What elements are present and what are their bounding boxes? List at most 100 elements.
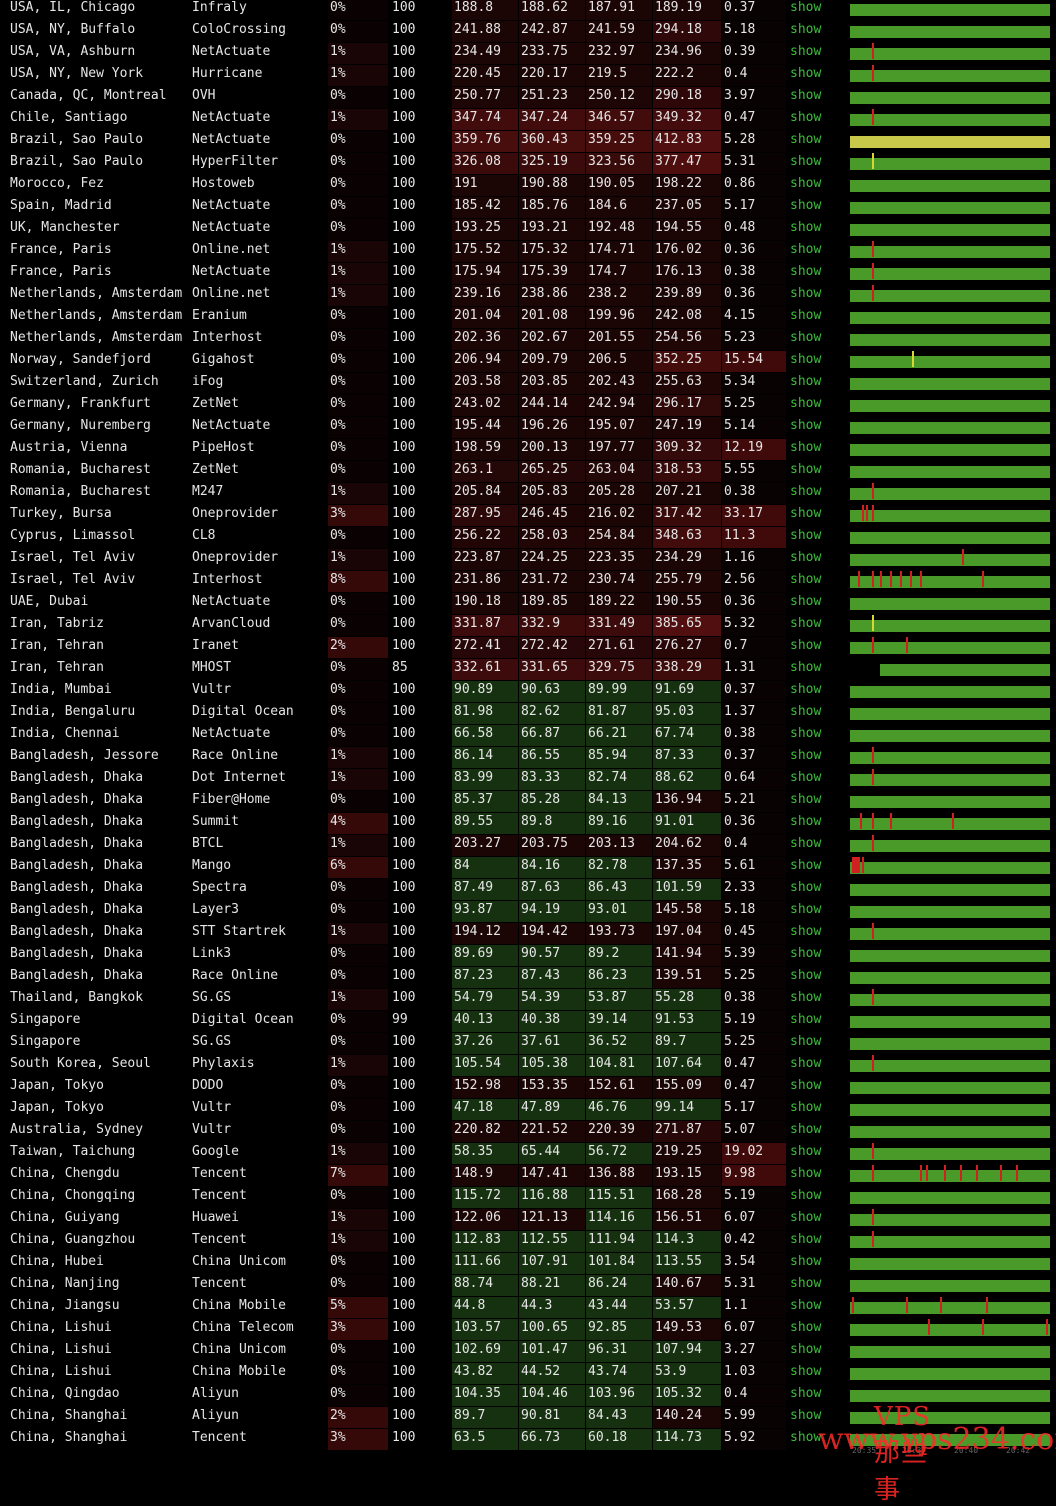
- show-link[interactable]: show: [790, 1078, 822, 1093]
- loss-spike: [982, 1319, 984, 1335]
- show-link[interactable]: show: [790, 1056, 822, 1071]
- show-link[interactable]: show: [790, 88, 822, 103]
- latency-sparkline: [850, 1253, 1050, 1274]
- last-cell: 47.18: [452, 1099, 518, 1120]
- show-link[interactable]: show: [790, 1188, 822, 1203]
- show-link[interactable]: show: [790, 308, 822, 323]
- show-link[interactable]: show: [790, 792, 822, 807]
- best-cell: 82.78: [586, 857, 652, 878]
- show-link[interactable]: show: [790, 1100, 822, 1115]
- show-link[interactable]: show: [790, 1232, 822, 1247]
- show-link[interactable]: show: [790, 1386, 822, 1401]
- show-link[interactable]: show: [790, 550, 822, 565]
- show-link[interactable]: show: [790, 1342, 822, 1357]
- show-link[interactable]: show: [790, 770, 822, 785]
- show-link[interactable]: show: [790, 1430, 822, 1445]
- show-link[interactable]: show: [790, 682, 822, 697]
- stdev-cell: 5.31: [722, 1275, 786, 1296]
- show-link[interactable]: show: [790, 1166, 822, 1181]
- show-link[interactable]: show: [790, 704, 822, 719]
- show-link[interactable]: show: [790, 1320, 822, 1335]
- loss-cell: 0%: [328, 1363, 388, 1384]
- show-link[interactable]: show: [790, 0, 822, 15]
- show-link[interactable]: show: [790, 352, 822, 367]
- loss-spike: [1046, 1319, 1048, 1335]
- worst-cell: 412.83: [653, 131, 721, 152]
- last-cell: 85.37: [452, 791, 518, 812]
- show-link[interactable]: show: [790, 968, 822, 983]
- loss-spike: [872, 505, 874, 521]
- show-link[interactable]: show: [790, 286, 822, 301]
- latency-sparkline: [850, 1033, 1050, 1054]
- loss-spike: [872, 1209, 874, 1225]
- show-link[interactable]: show: [790, 902, 822, 917]
- show-link[interactable]: show: [790, 1210, 822, 1225]
- provider-cell: Hurricane: [192, 66, 263, 81]
- show-link[interactable]: show: [790, 22, 822, 37]
- show-link[interactable]: show: [790, 1254, 822, 1269]
- show-link[interactable]: show: [790, 1298, 822, 1313]
- latency-sparkline: [850, 901, 1050, 922]
- show-link[interactable]: show: [790, 1012, 822, 1027]
- show-link[interactable]: show: [790, 44, 822, 59]
- sent-cell: 100: [392, 66, 416, 81]
- show-link[interactable]: show: [790, 110, 822, 125]
- show-link[interactable]: show: [790, 506, 822, 521]
- show-link[interactable]: show: [790, 132, 822, 147]
- show-link[interactable]: show: [790, 418, 822, 433]
- show-link[interactable]: show: [790, 220, 822, 235]
- show-link[interactable]: show: [790, 836, 822, 851]
- show-link[interactable]: show: [790, 1276, 822, 1291]
- sparkline-bar: [850, 730, 1050, 742]
- sent-cell: 100: [392, 1298, 416, 1313]
- show-link[interactable]: show: [790, 616, 822, 631]
- show-link[interactable]: show: [790, 374, 822, 389]
- table-row: UAE, Dubai NetActuate 0% 100 190.18 189.85 189…: [0, 593, 1056, 615]
- best-cell: 174.71: [586, 241, 652, 262]
- show-link[interactable]: show: [790, 66, 822, 81]
- show-link[interactable]: show: [790, 462, 822, 477]
- show-link[interactable]: show: [790, 924, 822, 939]
- show-link[interactable]: show: [790, 594, 822, 609]
- worst-cell: 294.18: [653, 21, 721, 42]
- show-link[interactable]: show: [790, 330, 822, 345]
- show-link[interactable]: show: [790, 1034, 822, 1049]
- show-link[interactable]: show: [790, 1122, 822, 1137]
- loss-cell: 0%: [328, 175, 388, 196]
- show-link[interactable]: show: [790, 264, 822, 279]
- sent-cell: 100: [392, 1122, 416, 1137]
- stdev-cell: 5.31: [722, 153, 786, 174]
- show-link[interactable]: show: [790, 198, 822, 213]
- show-link[interactable]: show: [790, 660, 822, 675]
- table-row: China, Chongqing Tencent 0% 100 115.72 116.88…: [0, 1187, 1056, 1209]
- show-link[interactable]: show: [790, 528, 822, 543]
- show-link[interactable]: show: [790, 396, 822, 411]
- latency-sparkline: [850, 923, 1050, 944]
- show-link[interactable]: show: [790, 242, 822, 257]
- show-link[interactable]: show: [790, 880, 822, 895]
- provider-cell: ArvanCloud: [192, 616, 271, 631]
- avg-cell: 194.42: [519, 923, 585, 944]
- show-link[interactable]: show: [790, 440, 822, 455]
- avg-cell: 331.65: [519, 659, 585, 680]
- latency-sparkline: [850, 989, 1050, 1010]
- show-link[interactable]: show: [790, 638, 822, 653]
- show-link[interactable]: show: [790, 814, 822, 829]
- show-link[interactable]: show: [790, 748, 822, 763]
- show-link[interactable]: show: [790, 154, 822, 169]
- show-link[interactable]: show: [790, 990, 822, 1005]
- show-link[interactable]: show: [790, 484, 822, 499]
- show-link[interactable]: show: [790, 726, 822, 741]
- avg-cell: 87.63: [519, 879, 585, 900]
- show-link[interactable]: show: [790, 1144, 822, 1159]
- last-cell: 58.35: [452, 1143, 518, 1164]
- location-cell: China, Lishui: [10, 1342, 112, 1357]
- last-cell: 54.79: [452, 989, 518, 1010]
- last-cell: 152.98: [452, 1077, 518, 1098]
- show-link[interactable]: show: [790, 1408, 822, 1423]
- show-link[interactable]: show: [790, 572, 822, 587]
- show-link[interactable]: show: [790, 858, 822, 873]
- show-link[interactable]: show: [790, 1364, 822, 1379]
- show-link[interactable]: show: [790, 176, 822, 191]
- show-link[interactable]: show: [790, 946, 822, 961]
